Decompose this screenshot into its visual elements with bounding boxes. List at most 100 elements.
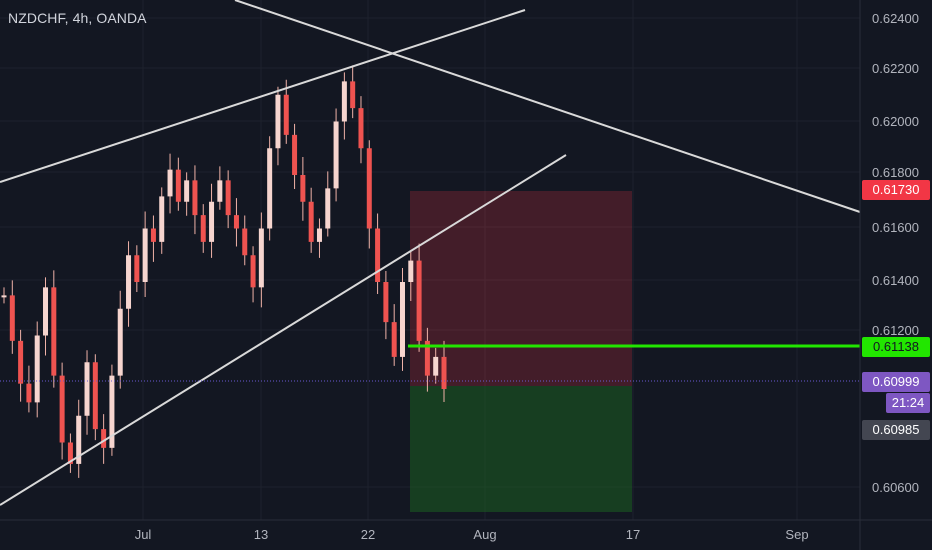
candle-body [126,255,132,309]
candle [159,187,165,254]
candle-body [433,356,439,376]
candle [26,365,32,413]
candle-body [92,362,98,430]
time-tick-label: Jul [135,527,152,542]
candle-body [300,175,306,202]
candle [126,241,132,327]
candle [316,218,322,258]
symbol-title[interactable]: NZDCHF, 4h, OANDA [8,10,147,26]
candle [101,414,107,464]
candle [250,246,256,303]
price-tag-2: 0.60999 [862,372,930,392]
candle [51,270,57,388]
candle [275,86,281,166]
candle [175,157,181,211]
candle-body [408,260,414,282]
candle [358,96,364,164]
take-profit-zone [410,386,632,512]
price-tag-4: 0.60985 [862,420,930,440]
candlestick-series [1,65,447,478]
candle-body [84,362,90,416]
candle [9,280,15,354]
candle [424,327,430,392]
price-tick-label: 0.60600 [872,480,919,495]
price-tick-label: 0.61800 [872,165,919,180]
candle-body [76,415,82,464]
candle-body [34,335,40,403]
candle-body [325,188,331,229]
candle [184,172,190,216]
candle [109,364,115,456]
candle [34,321,40,418]
candle-body [26,383,32,403]
candle [300,157,306,221]
candle-body [43,287,49,336]
candle [167,153,173,214]
candle [150,215,156,262]
candle [308,187,314,253]
price-tick-label: 0.62400 [872,11,919,26]
candle-body [117,308,123,376]
trendlines[interactable] [0,0,861,506]
candle-body [316,228,322,242]
stop-loss-zone [410,191,632,386]
candle-body [416,260,422,341]
candle-body [366,148,372,229]
candle [134,245,140,292]
price-tick-label: 0.62000 [872,114,919,129]
candle-body [250,255,256,288]
candle-body [283,94,289,135]
candle-body [424,340,430,376]
time-tick-label: 17 [626,527,640,542]
candle [92,354,98,441]
candle-body [51,287,57,376]
candle-body [150,228,156,242]
candle [233,198,239,247]
candle-body [192,180,198,216]
candle [84,350,90,435]
candle-body [350,81,356,109]
candle [267,136,273,241]
upper-channel-line [0,9,526,183]
candle [416,243,422,352]
candle [192,165,198,235]
candle-body [167,169,173,197]
candle-body [308,201,314,242]
candle-body [391,322,397,357]
candle [333,108,339,202]
candle [76,399,82,478]
candle-body [134,255,140,282]
candle [399,268,405,371]
candle-body [101,429,107,448]
price-tag-0: 0.61730 [862,180,930,200]
candle [18,329,24,402]
price-tick-label: 0.61600 [872,220,919,235]
candle [366,140,372,249]
position-zones[interactable] [410,191,632,512]
price-tick-label: 0.62200 [872,61,919,76]
candle [217,166,223,210]
candle-body [383,282,389,323]
lower-channel-line [0,154,567,506]
candle [325,171,331,237]
candle-body [441,356,447,389]
candle-body [225,180,231,216]
candle [225,170,231,229]
price-tag-3: 21:24 [886,393,930,413]
candle [408,250,414,301]
candle-body [258,228,264,288]
candle-body [358,108,364,149]
candle [67,433,73,473]
candle-body [333,121,339,189]
candle [441,340,447,402]
time-tick-label: 22 [361,527,375,542]
candle [117,290,123,389]
candle-body [375,228,381,282]
candle-body [175,169,181,202]
candle [209,183,215,258]
candle [350,65,356,119]
candle [283,79,289,144]
